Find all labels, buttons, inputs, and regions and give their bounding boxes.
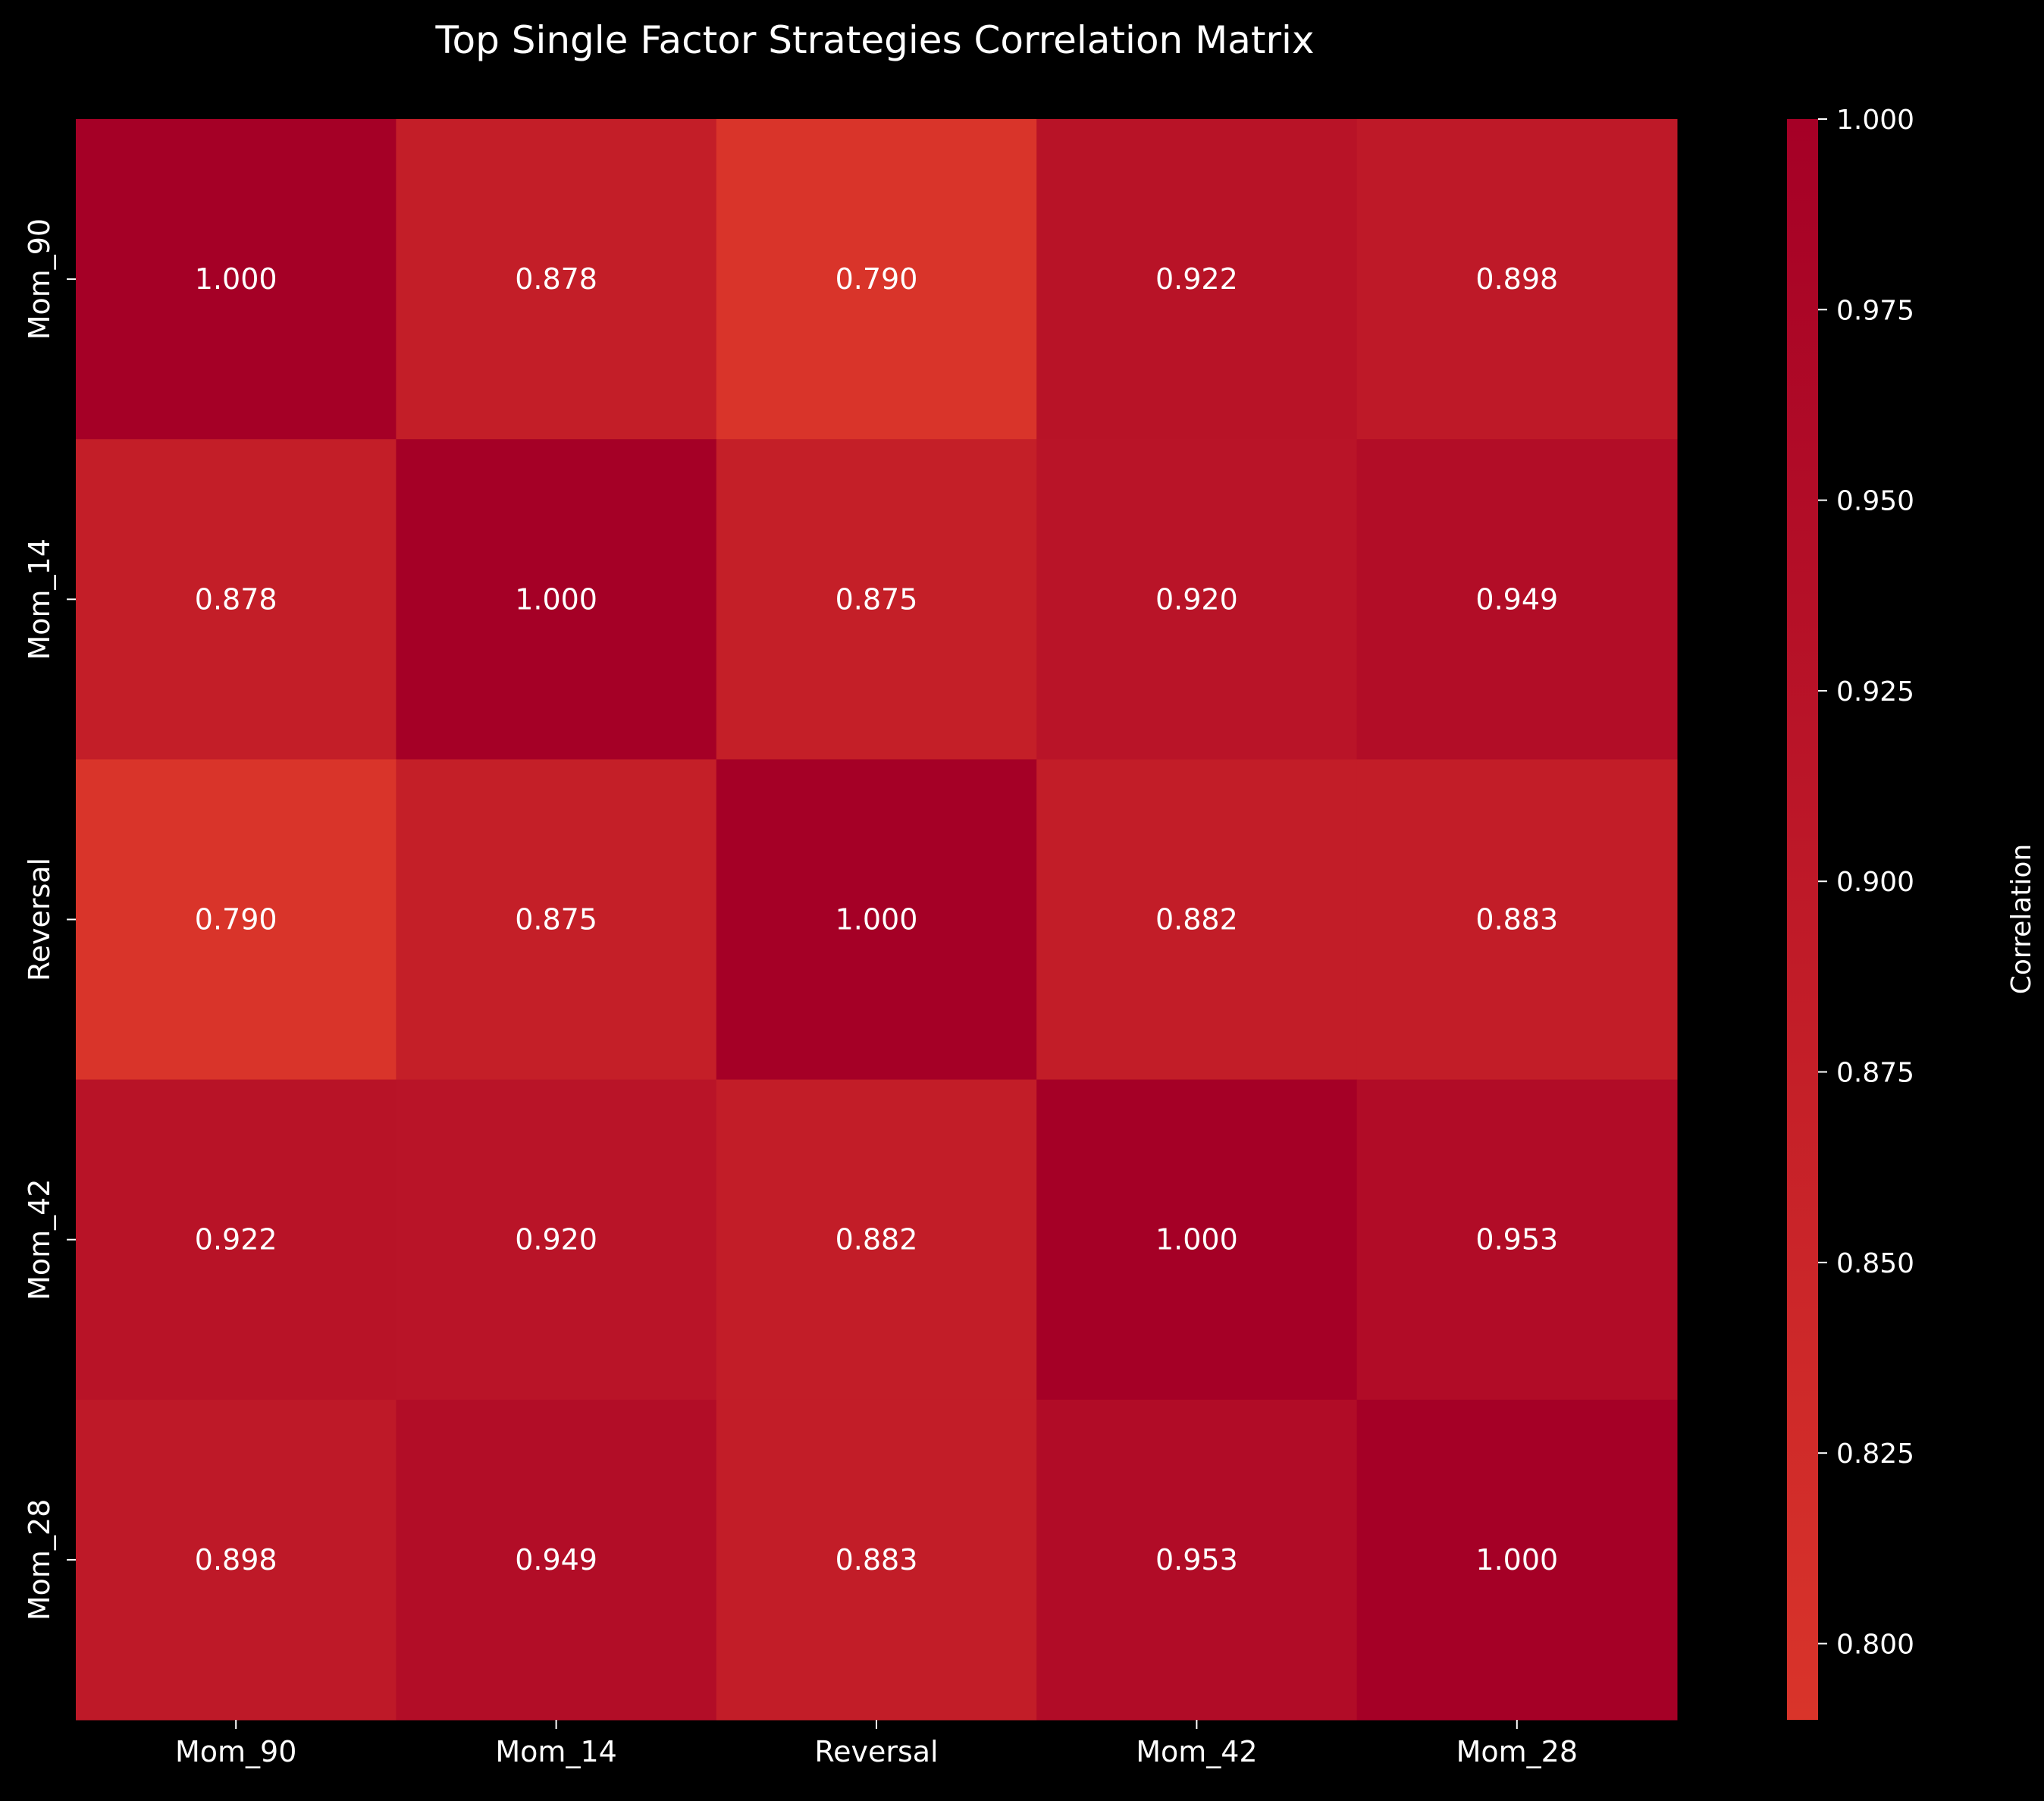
heatmap-cell-Mom_28-Mom_42	[1036, 1399, 1358, 1721]
heatmap-cell-Reversal-Mom_90	[76, 759, 397, 1081]
cell-value-label: 0.953	[1475, 1223, 1558, 1257]
heatmap-cell-Mom_28-Mom_14	[396, 1399, 717, 1721]
cell-value-label: 0.790	[835, 262, 918, 296]
cell-value-label: 0.922	[195, 1223, 277, 1257]
cell-value-label: 0.878	[515, 262, 597, 296]
x-tick-label: Mom_42	[1136, 1735, 1257, 1768]
heatmap-cell-Mom_14-Mom_14	[396, 439, 717, 760]
cell-value-label: 1.000	[515, 582, 597, 616]
cell-value-label: 0.920	[515, 1223, 597, 1257]
cell-value-label: 0.898	[1475, 262, 1558, 296]
colorbar-tick-label: 0.975	[1836, 295, 1914, 326]
heatmap-cell-Mom_42-Mom_42	[1036, 1079, 1358, 1401]
y-tick-label: Mom_42	[23, 1178, 56, 1300]
heatmap-cell-Reversal-Mom_42	[1036, 759, 1358, 1081]
colorbar-tick-label: 0.825	[1836, 1439, 1914, 1470]
cell-value-label: 0.875	[515, 903, 597, 937]
colorbar-ticks: 0.800 0.825 0.850 0.875 0.900 0.925 0.950 0.975…	[1818, 105, 1914, 1660]
cell-value-label: 0.953	[1155, 1543, 1238, 1577]
heatmap-cell-Mom_90-Mom_14	[396, 119, 717, 440]
colorbar-tick-label: 0.925	[1836, 676, 1914, 708]
cell-value-label: 1.000	[195, 262, 277, 296]
cell-value-label: 0.875	[835, 582, 918, 616]
heatmap-cell-Mom_42-Mom_90	[76, 1079, 397, 1401]
heatmap-cell-Mom_42-Mom_14	[396, 1079, 717, 1401]
heatmap-cell-Mom_90-Mom_90	[76, 119, 397, 440]
cell-value-label: 0.883	[1475, 903, 1558, 937]
colorbar-label: Correlation	[2006, 844, 2037, 995]
cell-value-label: 0.898	[195, 1543, 277, 1577]
y-tick-label: Mom_90	[23, 218, 56, 340]
cell-value-label: 1.000	[1475, 1543, 1558, 1577]
colorbar-tick-label: 1.000	[1836, 105, 1914, 136]
heatmap-cell-Mom_14-Mom_42	[1036, 439, 1358, 760]
chart-title: Top Single Factor Strategies Correlation…	[434, 18, 1314, 62]
x-tick-label: Mom_90	[175, 1735, 296, 1768]
cell-value-label: 0.882	[1155, 903, 1238, 937]
cell-value-label: 0.790	[195, 903, 277, 937]
y-tick-label: Reversal	[23, 858, 56, 981]
colorbar-tick-label: 0.950	[1836, 486, 1914, 517]
heatmap-cell-Mom_14-Mom_90	[76, 439, 397, 760]
heatmap-cell-Reversal-Mom_14	[396, 759, 717, 1081]
heatmap-cell-Reversal-Mom_28	[1356, 759, 1678, 1081]
colorbar-tick-label: 0.900	[1836, 867, 1914, 898]
heatmap-cell-Mom_90-Mom_42	[1036, 119, 1358, 440]
heatmap-cell-Mom_14-Mom_28	[1356, 439, 1678, 760]
heatmap-cell-Mom_42-Reversal	[716, 1079, 1037, 1401]
colorbar-tick-label: 0.875	[1836, 1058, 1914, 1089]
x-axis: Mom_90 Mom_14 Reversal Mom_42 Mom_28	[175, 1720, 1578, 1768]
cell-value-label: 0.878	[195, 582, 277, 616]
cell-value-label: 0.949	[515, 1543, 597, 1577]
heatmap-cell-Mom_28-Mom_28	[1356, 1399, 1678, 1721]
cell-value-label: 1.000	[835, 903, 918, 937]
y-tick-label: Mom_28	[23, 1499, 56, 1621]
heatmap-cell-Mom_42-Mom_28	[1356, 1079, 1678, 1401]
heatmap-cell-Mom_28-Mom_90	[76, 1399, 397, 1721]
colorbar-tick-label: 0.850	[1836, 1248, 1914, 1279]
y-axis: Mom_90 Mom_14 Reversal Mom_42 Mom_28	[23, 218, 76, 1621]
colorbar-tick-label: 0.800	[1836, 1629, 1914, 1660]
heatmap-cell-Mom_14-Reversal	[716, 439, 1037, 760]
cell-value-label: 1.000	[1155, 1223, 1238, 1257]
cell-value-label: 0.883	[835, 1543, 918, 1577]
cell-value-label: 0.920	[1155, 582, 1238, 616]
cell-value-labels: 1.000 0.878 0.790 0.922 0.898 0.878 1.000 0.875…	[195, 262, 1558, 1577]
heatmap-cell-Mom_90-Mom_28	[1356, 119, 1678, 440]
heatmap-cell-Reversal-Reversal	[716, 759, 1037, 1081]
x-tick-label: Mom_14	[495, 1735, 616, 1768]
heatmap-cell-Mom_28-Reversal	[716, 1399, 1037, 1721]
heatmap-cells	[76, 119, 1678, 1721]
x-tick-label: Reversal	[814, 1735, 938, 1768]
cell-value-label: 0.922	[1155, 262, 1238, 296]
cell-value-label: 0.949	[1475, 582, 1558, 616]
cell-value-label: 0.882	[835, 1223, 918, 1257]
colorbar	[1787, 119, 1818, 1720]
heatmap-cell-Mom_90-Reversal	[716, 119, 1037, 440]
x-tick-label: Mom_28	[1456, 1735, 1578, 1768]
y-tick-label: Mom_14	[23, 538, 56, 660]
